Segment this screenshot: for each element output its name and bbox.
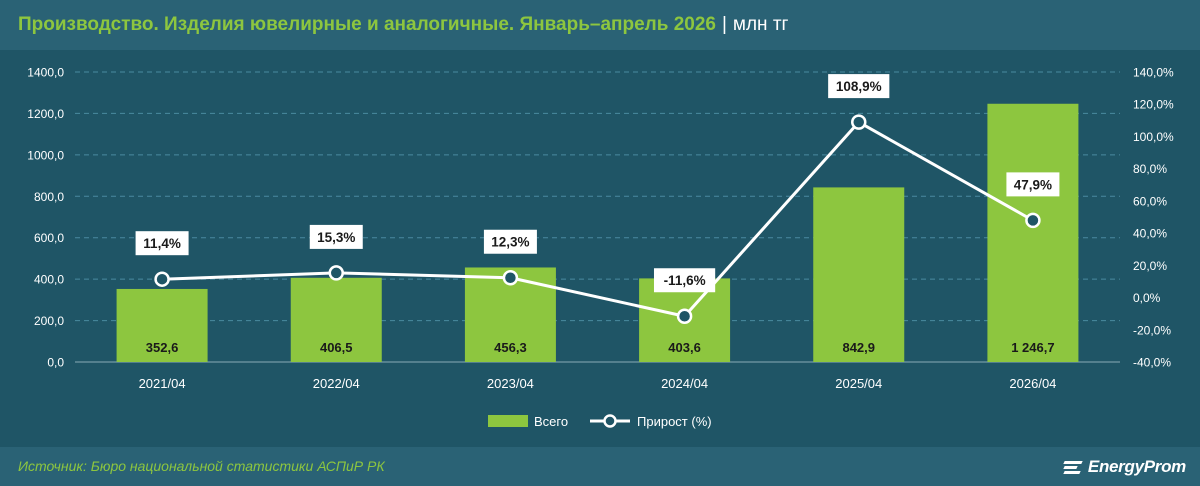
growth-line bbox=[162, 120, 1034, 318]
growth-label-box bbox=[828, 74, 890, 99]
energyprom-logo-icon bbox=[1063, 459, 1083, 476]
y-left-tick-label: 400,0 bbox=[34, 273, 64, 287]
growth-point bbox=[1025, 212, 1041, 229]
x-tick-label: 2026/04 bbox=[1009, 376, 1056, 391]
bar-value-label: 842,9 bbox=[842, 340, 875, 355]
growth-value-label: -11,6% bbox=[664, 273, 706, 288]
bar-value-label: 406,5 bbox=[320, 340, 353, 355]
growth-value-label: 11,4% bbox=[143, 236, 181, 251]
growth-label-box bbox=[1006, 172, 1060, 197]
legend-swatch-total bbox=[488, 415, 528, 427]
y-right-tick-label: 120,0% bbox=[1133, 98, 1174, 112]
y-left-tick-label: 1400,0 bbox=[27, 66, 64, 80]
y-left-tick-label: 600,0 bbox=[34, 231, 64, 245]
y-right-tick-label: 20,0% bbox=[1133, 259, 1167, 273]
source-note: Источник: Бюро национальной статистики А… bbox=[18, 458, 385, 474]
bar-value-label: 352,6 bbox=[146, 340, 179, 355]
growth-label-box bbox=[309, 224, 363, 249]
y-left-tick-label: 1200,0 bbox=[27, 107, 64, 121]
title-separator: | bbox=[721, 14, 727, 35]
growth-point bbox=[502, 269, 519, 286]
growth-value-label: 12,3% bbox=[491, 235, 529, 250]
title-unit: млн тг bbox=[732, 14, 789, 35]
bar bbox=[290, 277, 382, 362]
x-tick-label: 2021/04 bbox=[139, 376, 186, 391]
x-tick-label: 2023/04 bbox=[487, 376, 534, 391]
y-left-tick-label: 0,0 bbox=[47, 356, 64, 370]
x-tick-label: 2025/04 bbox=[835, 376, 882, 391]
growth-point bbox=[154, 271, 170, 287]
growth-value-label: 108,9% bbox=[836, 79, 882, 94]
growth-label-box bbox=[135, 231, 189, 256]
y-right-tick-label: -20,0% bbox=[1133, 323, 1171, 337]
growth-value-label: 47,9% bbox=[1014, 177, 1052, 192]
title-text: Производство. Изделия ювелирные и аналог… bbox=[18, 14, 716, 35]
y-right-tick-label: 80,0% bbox=[1133, 162, 1167, 176]
y-right-tick-label: 100,0% bbox=[1133, 130, 1174, 144]
legend-label-growth: Прирост (%) bbox=[637, 414, 712, 429]
brand-logo: EnergyProm bbox=[1063, 455, 1186, 479]
y-left-tick-label: 800,0 bbox=[34, 190, 64, 204]
header-bar: Производство. Изделия ювелирные и аналог… bbox=[0, 0, 1200, 50]
chart-canvas: 0,0 200,0 400,0 600,0 800,0 1000,0 1200,0 1400,… bbox=[27, 66, 1174, 430]
growth-label-box bbox=[483, 229, 537, 254]
y-right-tick-label: 140,0% bbox=[1133, 66, 1174, 80]
x-tick-label: 2022/04 bbox=[313, 376, 360, 391]
growth-label-box bbox=[653, 268, 716, 293]
bar bbox=[987, 103, 1079, 362]
bar-value-label: 403,6 bbox=[668, 340, 701, 355]
y-left-tick-label: 200,0 bbox=[34, 314, 64, 328]
growth-point bbox=[328, 265, 344, 281]
bar-value-label: 1 246,7 bbox=[1011, 340, 1054, 355]
legend-label-total: Всего bbox=[534, 414, 568, 429]
footer-bar: Источник: Бюро национальной статистики А… bbox=[0, 447, 1200, 486]
y-right-tick-label: 0,0% bbox=[1133, 291, 1161, 305]
y-left-tick-label: 1000,0 bbox=[27, 148, 64, 162]
bar bbox=[813, 187, 905, 362]
growth-point bbox=[851, 114, 867, 130]
y-right-tick-label: 60,0% bbox=[1133, 194, 1167, 208]
x-tick-label: 2024/04 bbox=[661, 376, 708, 391]
y-right-tick-label: 40,0% bbox=[1133, 227, 1167, 241]
growth-point bbox=[676, 308, 693, 324]
growth-value-label: 15,3% bbox=[317, 230, 355, 245]
bar bbox=[116, 288, 208, 362]
y-right-tick-label: -40,0% bbox=[1133, 356, 1171, 370]
chart-title: Производство. Изделия ювелирные и аналог… bbox=[18, 14, 788, 36]
legend-marker-growth bbox=[603, 414, 617, 428]
brand-name: EnergyProm bbox=[1087, 457, 1186, 476]
bar-value-label: 456,3 bbox=[494, 340, 527, 355]
